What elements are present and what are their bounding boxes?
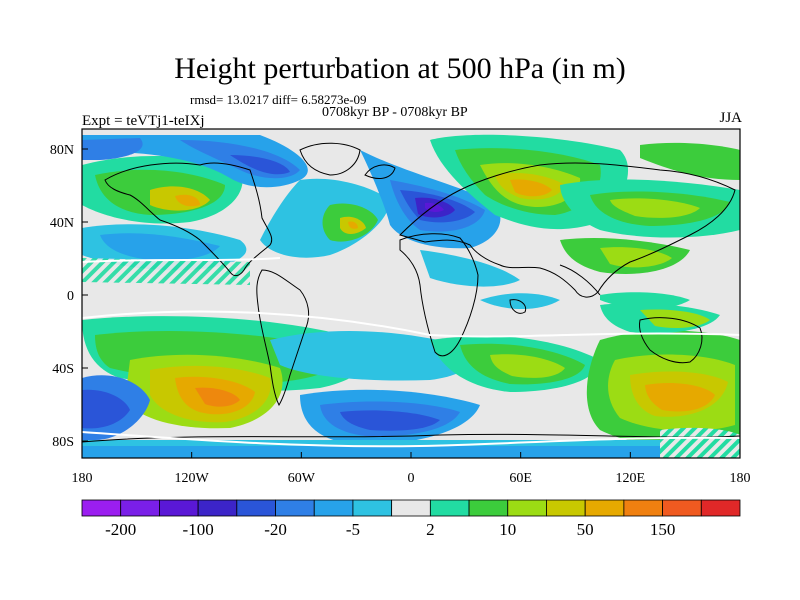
x-tick-label: 180 <box>72 471 93 486</box>
season-label: JJA <box>719 110 742 126</box>
x-tick-label: 0 <box>408 471 415 486</box>
contour-field <box>82 129 740 458</box>
colorbar-swatch <box>197 499 238 517</box>
colorbar-swatch <box>391 499 431 517</box>
time-subtitle: 0708kyr BP - 0708kyr BP <box>322 105 468 120</box>
colorbar-swatch <box>429 499 470 517</box>
x-tick-label: 180 <box>730 471 751 486</box>
colorbar-swatch <box>275 499 315 517</box>
y-tick-label: 40S <box>52 362 74 377</box>
colorbar-swatch <box>236 499 276 517</box>
x-tick-label: 120E <box>616 471 646 486</box>
colorbar-swatch <box>352 499 393 517</box>
colorbar-label: -100 <box>183 520 214 539</box>
colorbar-swatch <box>159 499 199 517</box>
y-axis: 80N 40N 0 40S 80S <box>50 143 88 450</box>
colorbar-swatch <box>313 499 354 517</box>
x-tick-label: 120W <box>175 471 210 486</box>
zero-contours <box>82 257 740 448</box>
colorbar-swatch <box>584 499 625 517</box>
colorbar-swatch <box>507 499 547 517</box>
y-tick-label: 80N <box>50 143 74 158</box>
colorbar-swatch <box>700 499 741 517</box>
y-tick-label: 80S <box>52 435 74 450</box>
colorbar-label: -5 <box>346 520 360 539</box>
colorbar-label: 50 <box>577 520 594 539</box>
x-axis: 180 120W 60W 0 60E 120E 180 <box>72 452 751 486</box>
stats-subtitle: rmsd= 13.0217 diff= 6.58273e-09 <box>190 92 367 107</box>
x-tick-label: 60E <box>509 471 532 486</box>
experiment-label: Expt = teVTj1-teIXj <box>82 113 205 129</box>
colorbar: -200 -100 -20 -5 2 10 50 150 <box>81 499 741 539</box>
colorbar-label: -20 <box>264 520 287 539</box>
colorbar-swatch <box>468 499 509 517</box>
coastlines <box>82 142 740 443</box>
colorbar-label: 2 <box>426 520 435 539</box>
map-title: Height perturbation at 500 hPa (in m) <box>174 52 626 85</box>
colorbar-label: 10 <box>499 520 516 539</box>
colorbar-swatch <box>623 499 663 517</box>
colorbar-swatch <box>546 499 586 517</box>
colorbar-swatch <box>662 499 702 517</box>
y-tick-label: 0 <box>67 289 74 304</box>
colorbar-label: 150 <box>650 520 676 539</box>
y-tick-label: 40N <box>50 216 74 231</box>
x-tick-label: 60W <box>288 471 316 486</box>
colorbar-swatch <box>81 499 122 517</box>
colorbar-label: -200 <box>105 520 136 539</box>
colorbar-swatch <box>120 499 160 517</box>
